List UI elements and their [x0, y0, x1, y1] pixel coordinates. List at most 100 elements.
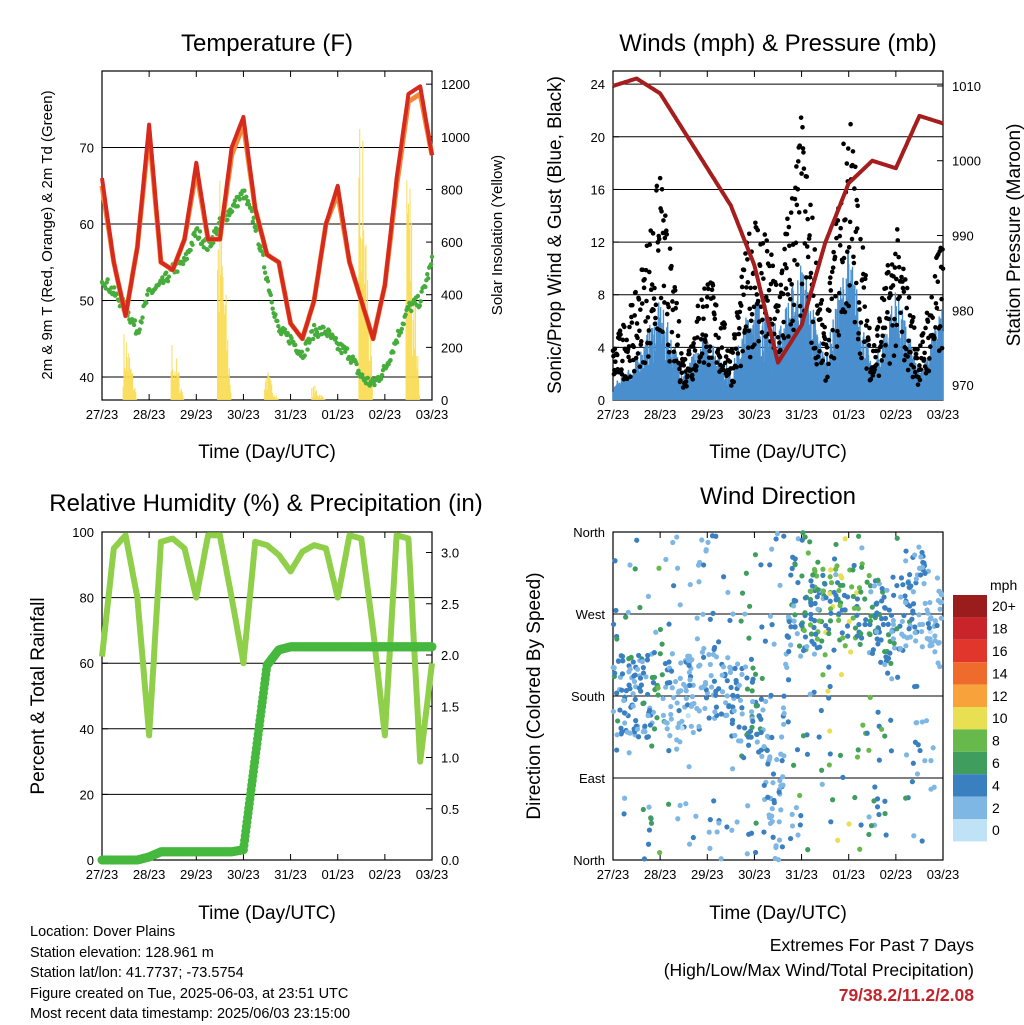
gust-point	[896, 254, 901, 260]
direction-point	[701, 645, 707, 652]
direction-point	[761, 829, 767, 835]
direction-point	[612, 558, 618, 564]
direction-point	[858, 589, 864, 595]
gust-point	[646, 354, 651, 359]
gust-point	[923, 325, 928, 331]
direction-point	[858, 822, 864, 828]
direction-point	[758, 696, 764, 702]
direction-point	[932, 633, 938, 639]
gust-point	[800, 124, 805, 130]
direction-point	[621, 795, 628, 801]
gust-point	[659, 186, 665, 192]
direction-point	[669, 651, 676, 657]
gust-point	[832, 254, 838, 260]
direction-point	[630, 703, 636, 709]
direction-point	[651, 726, 658, 732]
dewpoint-point	[399, 326, 405, 332]
gust-point	[851, 260, 857, 266]
gust-point	[805, 254, 811, 260]
gust-point	[711, 295, 716, 300]
gust-point	[612, 346, 618, 352]
gust-point	[722, 360, 728, 366]
gust-point	[738, 303, 744, 308]
direction-point	[738, 618, 744, 624]
direction-point	[619, 653, 626, 660]
direction-point	[703, 695, 710, 701]
gust-point	[803, 275, 809, 280]
gust-point	[791, 302, 797, 308]
dewpoint-point	[305, 347, 310, 352]
temperature-y2-tick-label: 200	[441, 340, 463, 355]
direction-point	[745, 734, 751, 740]
gust-point	[804, 174, 810, 179]
direction-point	[880, 621, 886, 628]
direction-point	[827, 606, 834, 612]
gust-point	[930, 315, 935, 320]
direction-point	[619, 687, 625, 693]
legend-label: 14	[992, 665, 1008, 681]
direction-point	[801, 627, 807, 634]
gust-point	[716, 335, 721, 341]
direction-point	[910, 760, 916, 766]
direction-point	[925, 621, 931, 627]
gust-point	[790, 318, 795, 324]
gust-point	[709, 355, 714, 361]
direction-point	[732, 732, 738, 739]
gust-point	[843, 217, 848, 222]
direction-point	[879, 598, 885, 604]
direction-point	[690, 729, 696, 736]
gust-point	[894, 227, 900, 232]
gust-point	[785, 292, 791, 297]
direction-point	[813, 631, 819, 637]
gust-point	[669, 263, 674, 269]
direction-point	[918, 554, 924, 560]
direction-point	[707, 661, 713, 668]
direction-point	[690, 834, 696, 841]
gust-point	[675, 333, 681, 339]
direction-point	[677, 602, 683, 608]
gust-point	[754, 292, 760, 297]
gust-point	[781, 335, 787, 341]
direction-point	[765, 761, 771, 767]
direction-point	[907, 603, 913, 609]
gust-point	[906, 338, 911, 344]
direction-point	[630, 691, 636, 697]
gust-point	[847, 283, 852, 288]
direction-point	[640, 806, 646, 813]
gust-point	[803, 209, 808, 214]
direction-point	[871, 583, 878, 589]
direction-point	[820, 672, 826, 678]
direction-point	[910, 601, 917, 607]
gust-point	[671, 349, 677, 355]
direction-point	[750, 665, 756, 671]
direction-point	[903, 795, 909, 801]
location-text: Location: Dover Plains	[30, 924, 176, 940]
direction-point	[895, 674, 901, 680]
direction-point	[827, 728, 833, 734]
legend-swatch	[953, 617, 987, 640]
direction-point	[649, 743, 655, 749]
direction-point	[888, 717, 894, 723]
gust-point	[681, 363, 687, 368]
legend-label: 0	[992, 822, 1000, 838]
humidity-x-tick-label: 30/23	[227, 867, 260, 882]
gust-point	[713, 302, 719, 308]
direction-point	[784, 634, 791, 640]
winds-y2-tick-label: 970	[952, 378, 974, 393]
gust-point	[685, 373, 690, 379]
direction-point	[937, 663, 943, 670]
gust-point	[763, 294, 769, 300]
gust-point	[633, 289, 638, 295]
direction-point	[779, 844, 785, 850]
gust-point	[824, 351, 829, 357]
gust-point	[727, 359, 733, 364]
gust-point	[908, 349, 913, 355]
extremes-box: Extremes For Past 7 Days (High/Low/Max W…	[664, 933, 974, 1008]
gust-point	[834, 344, 840, 349]
direction-point	[730, 611, 736, 617]
direction-point	[726, 703, 732, 709]
gust-point	[911, 365, 917, 370]
direction-y-tick-label: West	[576, 607, 606, 622]
direction-point	[749, 724, 755, 730]
direction-point	[626, 682, 632, 688]
